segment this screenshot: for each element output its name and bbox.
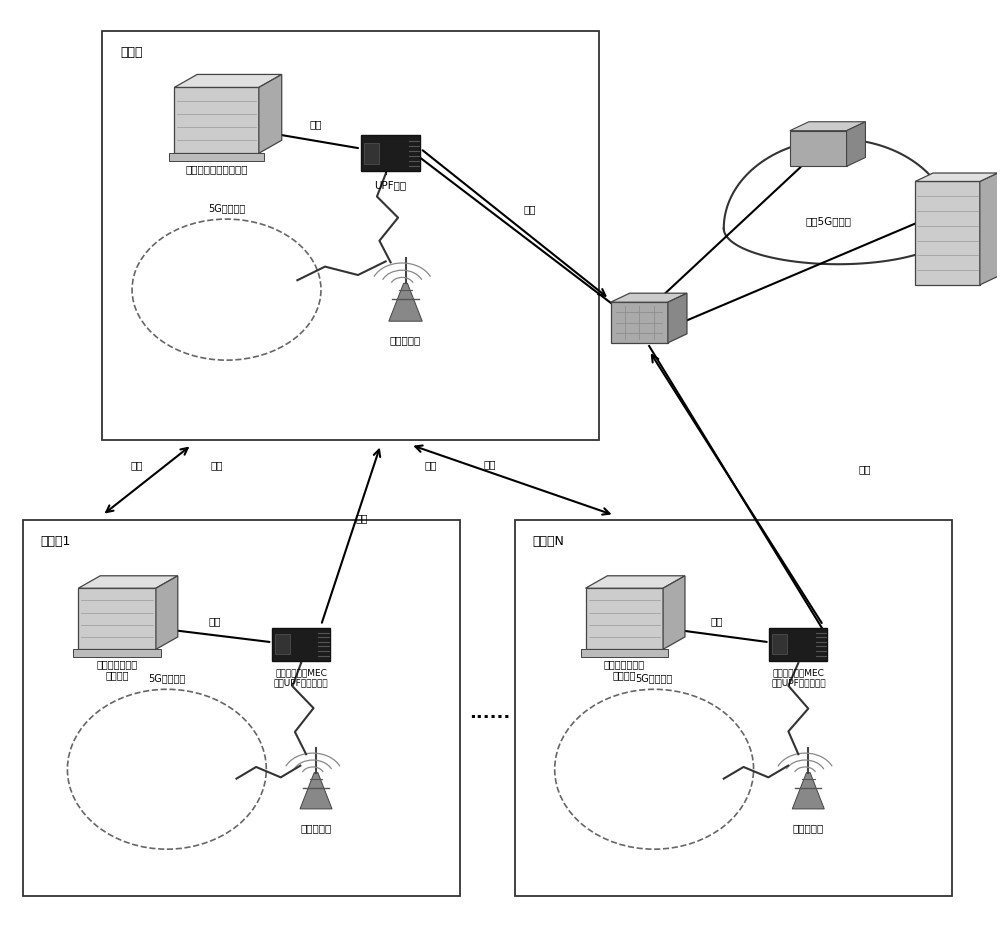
- Polygon shape: [78, 576, 178, 588]
- Polygon shape: [169, 153, 264, 161]
- Bar: [515, 520, 952, 896]
- Bar: [102, 31, 599, 440]
- Polygon shape: [792, 773, 824, 809]
- Text: 军用5G核心网: 军用5G核心网: [805, 216, 851, 226]
- Polygon shape: [581, 649, 668, 657]
- Bar: [364, 143, 379, 164]
- Polygon shape: [73, 649, 161, 657]
- Text: 专线: 专线: [424, 461, 437, 471]
- Text: 信令: 信令: [524, 204, 536, 215]
- Polygon shape: [668, 293, 687, 342]
- Polygon shape: [611, 293, 687, 302]
- Polygon shape: [361, 135, 420, 171]
- Text: 营区内基站: 营区内基站: [793, 823, 824, 833]
- Text: 智慧军营分营区
监控中心: 智慧军营分营区 监控中心: [604, 658, 645, 680]
- Text: 信令: 信令: [858, 464, 871, 474]
- Text: 分营区1: 分营区1: [41, 535, 71, 548]
- Polygon shape: [915, 173, 998, 182]
- Text: 边缘计算设备MEC
（含UPF下沉功能）: 边缘计算设备MEC （含UPF下沉功能）: [771, 668, 826, 688]
- Text: 边缘计算设备MEC
（含UPF下沉功能）: 边缘计算设备MEC （含UPF下沉功能）: [274, 668, 328, 688]
- Polygon shape: [389, 283, 422, 322]
- Polygon shape: [586, 588, 663, 649]
- Polygon shape: [790, 122, 865, 131]
- Text: 信令: 信令: [356, 514, 368, 523]
- Polygon shape: [78, 588, 156, 649]
- Bar: [23, 520, 460, 896]
- Polygon shape: [259, 75, 282, 153]
- Text: UPF下沉: UPF下沉: [375, 181, 407, 190]
- Text: 数据: 数据: [310, 119, 322, 130]
- Text: 主营区: 主营区: [120, 46, 143, 59]
- Polygon shape: [847, 122, 865, 166]
- Polygon shape: [272, 628, 330, 660]
- Polygon shape: [586, 576, 685, 588]
- Text: 专线: 专线: [210, 461, 223, 471]
- Text: 营区内基站: 营区内基站: [300, 823, 332, 833]
- Text: 营区内基站: 营区内基站: [390, 335, 421, 345]
- Polygon shape: [300, 773, 332, 809]
- Bar: [772, 634, 787, 654]
- Polygon shape: [174, 75, 282, 87]
- Polygon shape: [156, 576, 178, 649]
- Polygon shape: [790, 131, 847, 166]
- Text: 5G应用终端: 5G应用终端: [208, 203, 245, 214]
- Bar: [275, 634, 290, 654]
- Text: 数据: 数据: [208, 616, 221, 626]
- Polygon shape: [174, 87, 259, 153]
- Text: 智慧军营指挥监控中心: 智慧军营指挥监控中心: [185, 165, 248, 174]
- Text: 5G应用终端: 5G应用终端: [636, 674, 673, 684]
- Polygon shape: [980, 173, 998, 285]
- Polygon shape: [663, 576, 685, 649]
- Text: ......: ......: [469, 704, 511, 722]
- Polygon shape: [769, 628, 827, 660]
- Polygon shape: [611, 302, 668, 342]
- Polygon shape: [915, 182, 980, 285]
- Text: 分营区N: 分营区N: [533, 535, 565, 548]
- Text: 数据: 数据: [484, 459, 496, 469]
- Text: 5G应用终端: 5G应用终端: [148, 674, 185, 684]
- Text: 智慧军营分营区
监控中心: 智慧军营分营区 监控中心: [97, 658, 138, 680]
- Text: 数据: 数据: [711, 616, 723, 626]
- Text: 数据: 数据: [131, 461, 143, 471]
